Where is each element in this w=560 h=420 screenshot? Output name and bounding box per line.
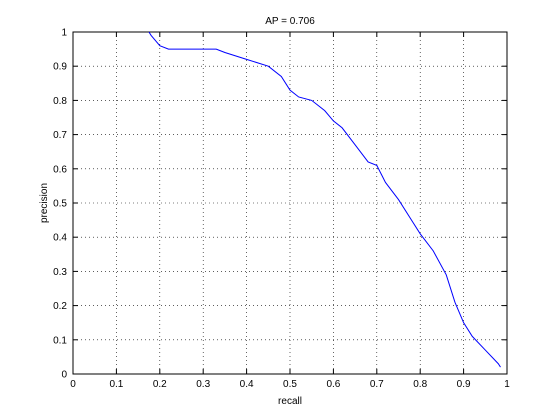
x-tick-label: 0.4 [240,379,254,390]
y-tick-label: 1 [61,28,67,39]
y-tick-label: 0.4 [53,233,67,244]
x-tick-label: 0.1 [109,379,123,390]
x-tick-label: 0.3 [196,379,210,390]
y-axis-label: precision [39,183,50,223]
x-tick-label: 0.9 [457,379,471,390]
x-tick-label: 1 [504,379,510,390]
y-tick-label: 0.9 [53,62,67,73]
y-tick-label: 0.2 [53,301,67,312]
x-tick-label: 0.5 [283,379,297,390]
x-tick-label: 0.2 [153,379,167,390]
x-tick-label: 0.7 [370,379,384,390]
y-tick-label: 0.3 [53,267,67,278]
y-tick-label: 0.1 [53,335,67,346]
y-tick-label: 0.6 [53,164,67,175]
chart-title: AP = 0.706 [265,16,315,27]
x-axis-label: recall [278,396,302,407]
y-tick-label: 0 [61,370,67,381]
x-tick-label: 0 [70,379,76,390]
y-tick-label: 0.8 [53,96,67,107]
axes-box [72,31,508,375]
x-tick-label: 0.8 [413,379,427,390]
pr-curve [148,31,501,368]
y-tick-label: 0.7 [53,130,67,141]
y-tick-label: 0.5 [53,199,67,210]
x-tick-label: 0.6 [326,379,340,390]
